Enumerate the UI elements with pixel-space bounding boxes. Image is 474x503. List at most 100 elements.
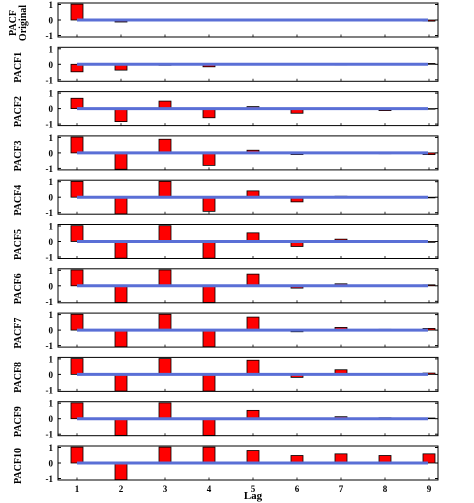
y-tick-label: 0 — [49, 414, 54, 424]
panel-9: 1 0 -1 PACF8 — [13, 354, 439, 395]
panel-7: 1 0 -1 PACF6 — [13, 266, 439, 307]
bar-lag-4 — [202, 241, 216, 259]
x-tick-label: 8 — [383, 484, 388, 494]
panel-label: PACF6 — [13, 273, 24, 304]
y-tick-label: -1 — [46, 385, 54, 395]
y-tick-label: 1 — [49, 222, 54, 232]
bar-lag-1 — [70, 180, 84, 198]
y-tick-label: -1 — [46, 164, 54, 174]
panel-label: PACF10 — [13, 448, 24, 484]
bar-lag-3 — [158, 358, 172, 375]
bar-lag-4 — [202, 285, 216, 303]
panel-4: 1 0 -1 PACF3 — [13, 133, 439, 174]
x-axis-label: Lag — [244, 490, 263, 502]
x-tick-label: 4 — [207, 484, 212, 494]
bar-lag-2 — [114, 462, 128, 481]
y-tick-label: -1 — [46, 208, 54, 218]
y-tick-label: 1 — [49, 399, 54, 409]
bar-lag-4 — [202, 152, 216, 166]
x-tick-label: 5 — [251, 484, 256, 494]
y-tick-label: 0 — [49, 370, 54, 380]
x-axis: 1 2 3 4 5 6 7 8 9 — [75, 484, 432, 494]
y-tick-label: -1 — [46, 253, 54, 263]
bar-lag-2 — [114, 418, 128, 436]
y-tick-label: -1 — [46, 75, 54, 85]
y-tick-label: -1 — [46, 297, 54, 307]
panel-5: 1 0 -1 PACF4 — [13, 177, 439, 218]
bar-lag-2 — [114, 373, 128, 392]
bar-lag-1 — [70, 225, 84, 242]
bar-lag-1 — [70, 313, 84, 331]
bar-lag-3 — [158, 225, 172, 242]
bar-lag-2 — [114, 196, 128, 215]
x-tick-label: 6 — [295, 484, 300, 494]
x-tick-label: 7 — [339, 484, 344, 494]
bar-lag-4 — [202, 329, 216, 348]
y-tick-label: 1 — [49, 266, 54, 276]
y-tick-label: -1 — [46, 474, 54, 484]
y-tick-label: -1 — [46, 341, 54, 351]
x-tick-label: 9 — [427, 484, 432, 494]
chart-panels: 1 0 -1 PACF Original 1 0 -1 PACF1 1 0 -1 PACF2 1 0 -1 PA… — [8, 0, 439, 484]
panel-label: PACF8 — [13, 362, 24, 393]
y-tick-label: 1 — [49, 44, 54, 54]
y-tick-label: -1 — [46, 120, 54, 130]
bar-lag-3 — [158, 180, 172, 198]
panel-label: PACF7 — [13, 318, 24, 349]
bar-lag-1 — [70, 97, 84, 109]
y-tick-label: 0 — [49, 104, 54, 114]
y-tick-label: 1 — [49, 133, 54, 143]
y-tick-label: -1 — [46, 31, 54, 41]
bar-lag-5 — [246, 316, 260, 331]
y-tick-label: 1 — [49, 354, 54, 364]
y-tick-label: 0 — [49, 237, 54, 247]
bar-lag-1 — [70, 358, 84, 375]
bar-lag-1 — [70, 136, 84, 154]
bar-lag-2 — [114, 241, 128, 259]
y-tick-label: 0 — [49, 16, 54, 26]
bar-lag-3 — [158, 138, 172, 154]
panel-label: PACF4 — [13, 185, 24, 216]
y-tick-label: 0 — [49, 193, 54, 203]
panel-1: 1 0 -1 PACF Original — [8, 0, 439, 41]
panel-11: 1 0 -1 PACF10 — [13, 443, 439, 484]
y-tick-label: 0 — [49, 281, 54, 291]
bar-lag-5 — [246, 450, 260, 464]
bar-lag-1 — [70, 446, 84, 464]
y-tick-label: 0 — [49, 148, 54, 158]
bar-lag-2 — [114, 108, 128, 122]
bar-lag-4 — [202, 418, 216, 436]
bar-lag-1 — [70, 3, 84, 21]
x-tick-label: 3 — [163, 484, 168, 494]
panel-label: PACF9 — [13, 406, 24, 437]
panel-label: Original — [18, 5, 29, 41]
y-tick-label: 0 — [49, 326, 54, 336]
y-tick-label: 1 — [49, 443, 54, 453]
y-tick-label: 0 — [49, 459, 54, 469]
bar-lag-3 — [158, 313, 172, 331]
panel-8: 1 0 -1 PACF7 — [13, 310, 439, 351]
panel-label: PACF5 — [13, 229, 24, 260]
bar-lag-5 — [246, 359, 260, 375]
y-tick-label: 1 — [49, 0, 54, 10]
panel-label: PACF — [8, 10, 19, 36]
x-tick-label: 2 — [119, 484, 124, 494]
panel-3: 1 0 -1 PACF2 — [13, 89, 439, 130]
bar-lag-4 — [202, 446, 216, 464]
y-tick-label: 1 — [49, 89, 54, 99]
y-tick-label: -1 — [46, 430, 54, 440]
panel-10: 1 0 -1 PACF9 — [13, 399, 439, 440]
bar-lag-3 — [158, 269, 172, 287]
panel-label: PACF2 — [13, 96, 24, 127]
bar-lag-4 — [202, 196, 216, 212]
bar-lag-1 — [70, 402, 84, 420]
panel-6: 1 0 -1 PACF5 — [13, 222, 439, 263]
bar-lag-5 — [246, 273, 260, 287]
x-tick-label: 1 — [75, 484, 80, 494]
panel-2: 1 0 -1 PACF1 — [13, 44, 439, 85]
bar-lag-2 — [114, 329, 128, 348]
bar-lag-1 — [70, 269, 84, 287]
y-tick-label: 1 — [49, 177, 54, 187]
bar-lag-9 — [422, 453, 436, 464]
